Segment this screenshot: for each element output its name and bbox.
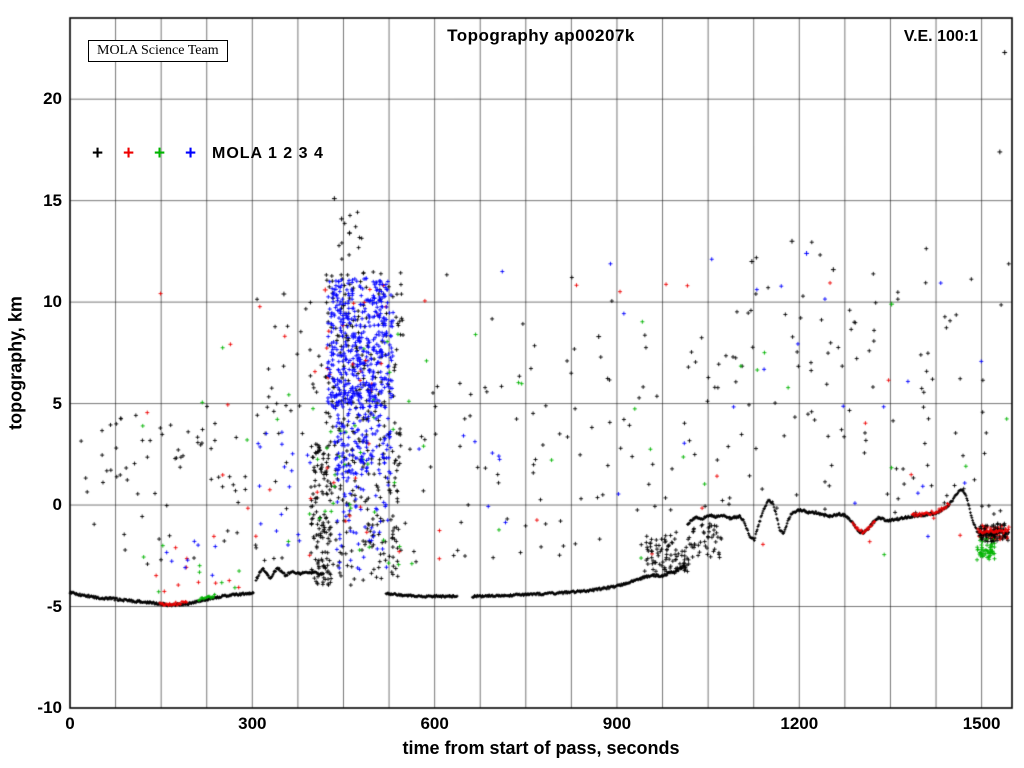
x-tick-label: 1500 [962, 714, 1001, 733]
y-tick-label: 5 [52, 393, 62, 413]
x-tick-label: 600 [420, 714, 449, 733]
y-tick-label: -5 [46, 596, 62, 616]
legend-marker-mola-1-icon: + [91, 143, 104, 164]
x-tick-label: 1200 [780, 714, 819, 733]
x-tick-label: 0 [65, 714, 75, 733]
vertical-exaggeration-label: V.E. 100:1 [903, 28, 978, 45]
x-tick-label: 900 [602, 714, 632, 733]
y-tick-label: 10 [43, 292, 62, 312]
x-axis-label: time from start of pass, seconds [402, 738, 680, 758]
credit-box: MOLA Science Team [88, 40, 228, 62]
y-tick-label: -10 [37, 698, 62, 717]
legend-marker-mola-2-icon: + [122, 143, 135, 164]
legend-marker-mola-4-icon: + [184, 143, 197, 164]
legend-markers: + + + + [82, 143, 206, 165]
legend: + + + + MOLA 1 2 3 4 [82, 143, 324, 165]
y-tick-label: 15 [43, 190, 62, 210]
y-tick-label: 0 [52, 495, 62, 515]
y-tick-label: 20 [43, 89, 62, 109]
legend-marker-mola-3-icon: + [153, 143, 166, 164]
x-tick-label: 300 [238, 714, 267, 733]
legend-label: MOLA 1 2 3 4 [212, 145, 324, 162]
page-title: Topography ap00207k [447, 26, 635, 45]
